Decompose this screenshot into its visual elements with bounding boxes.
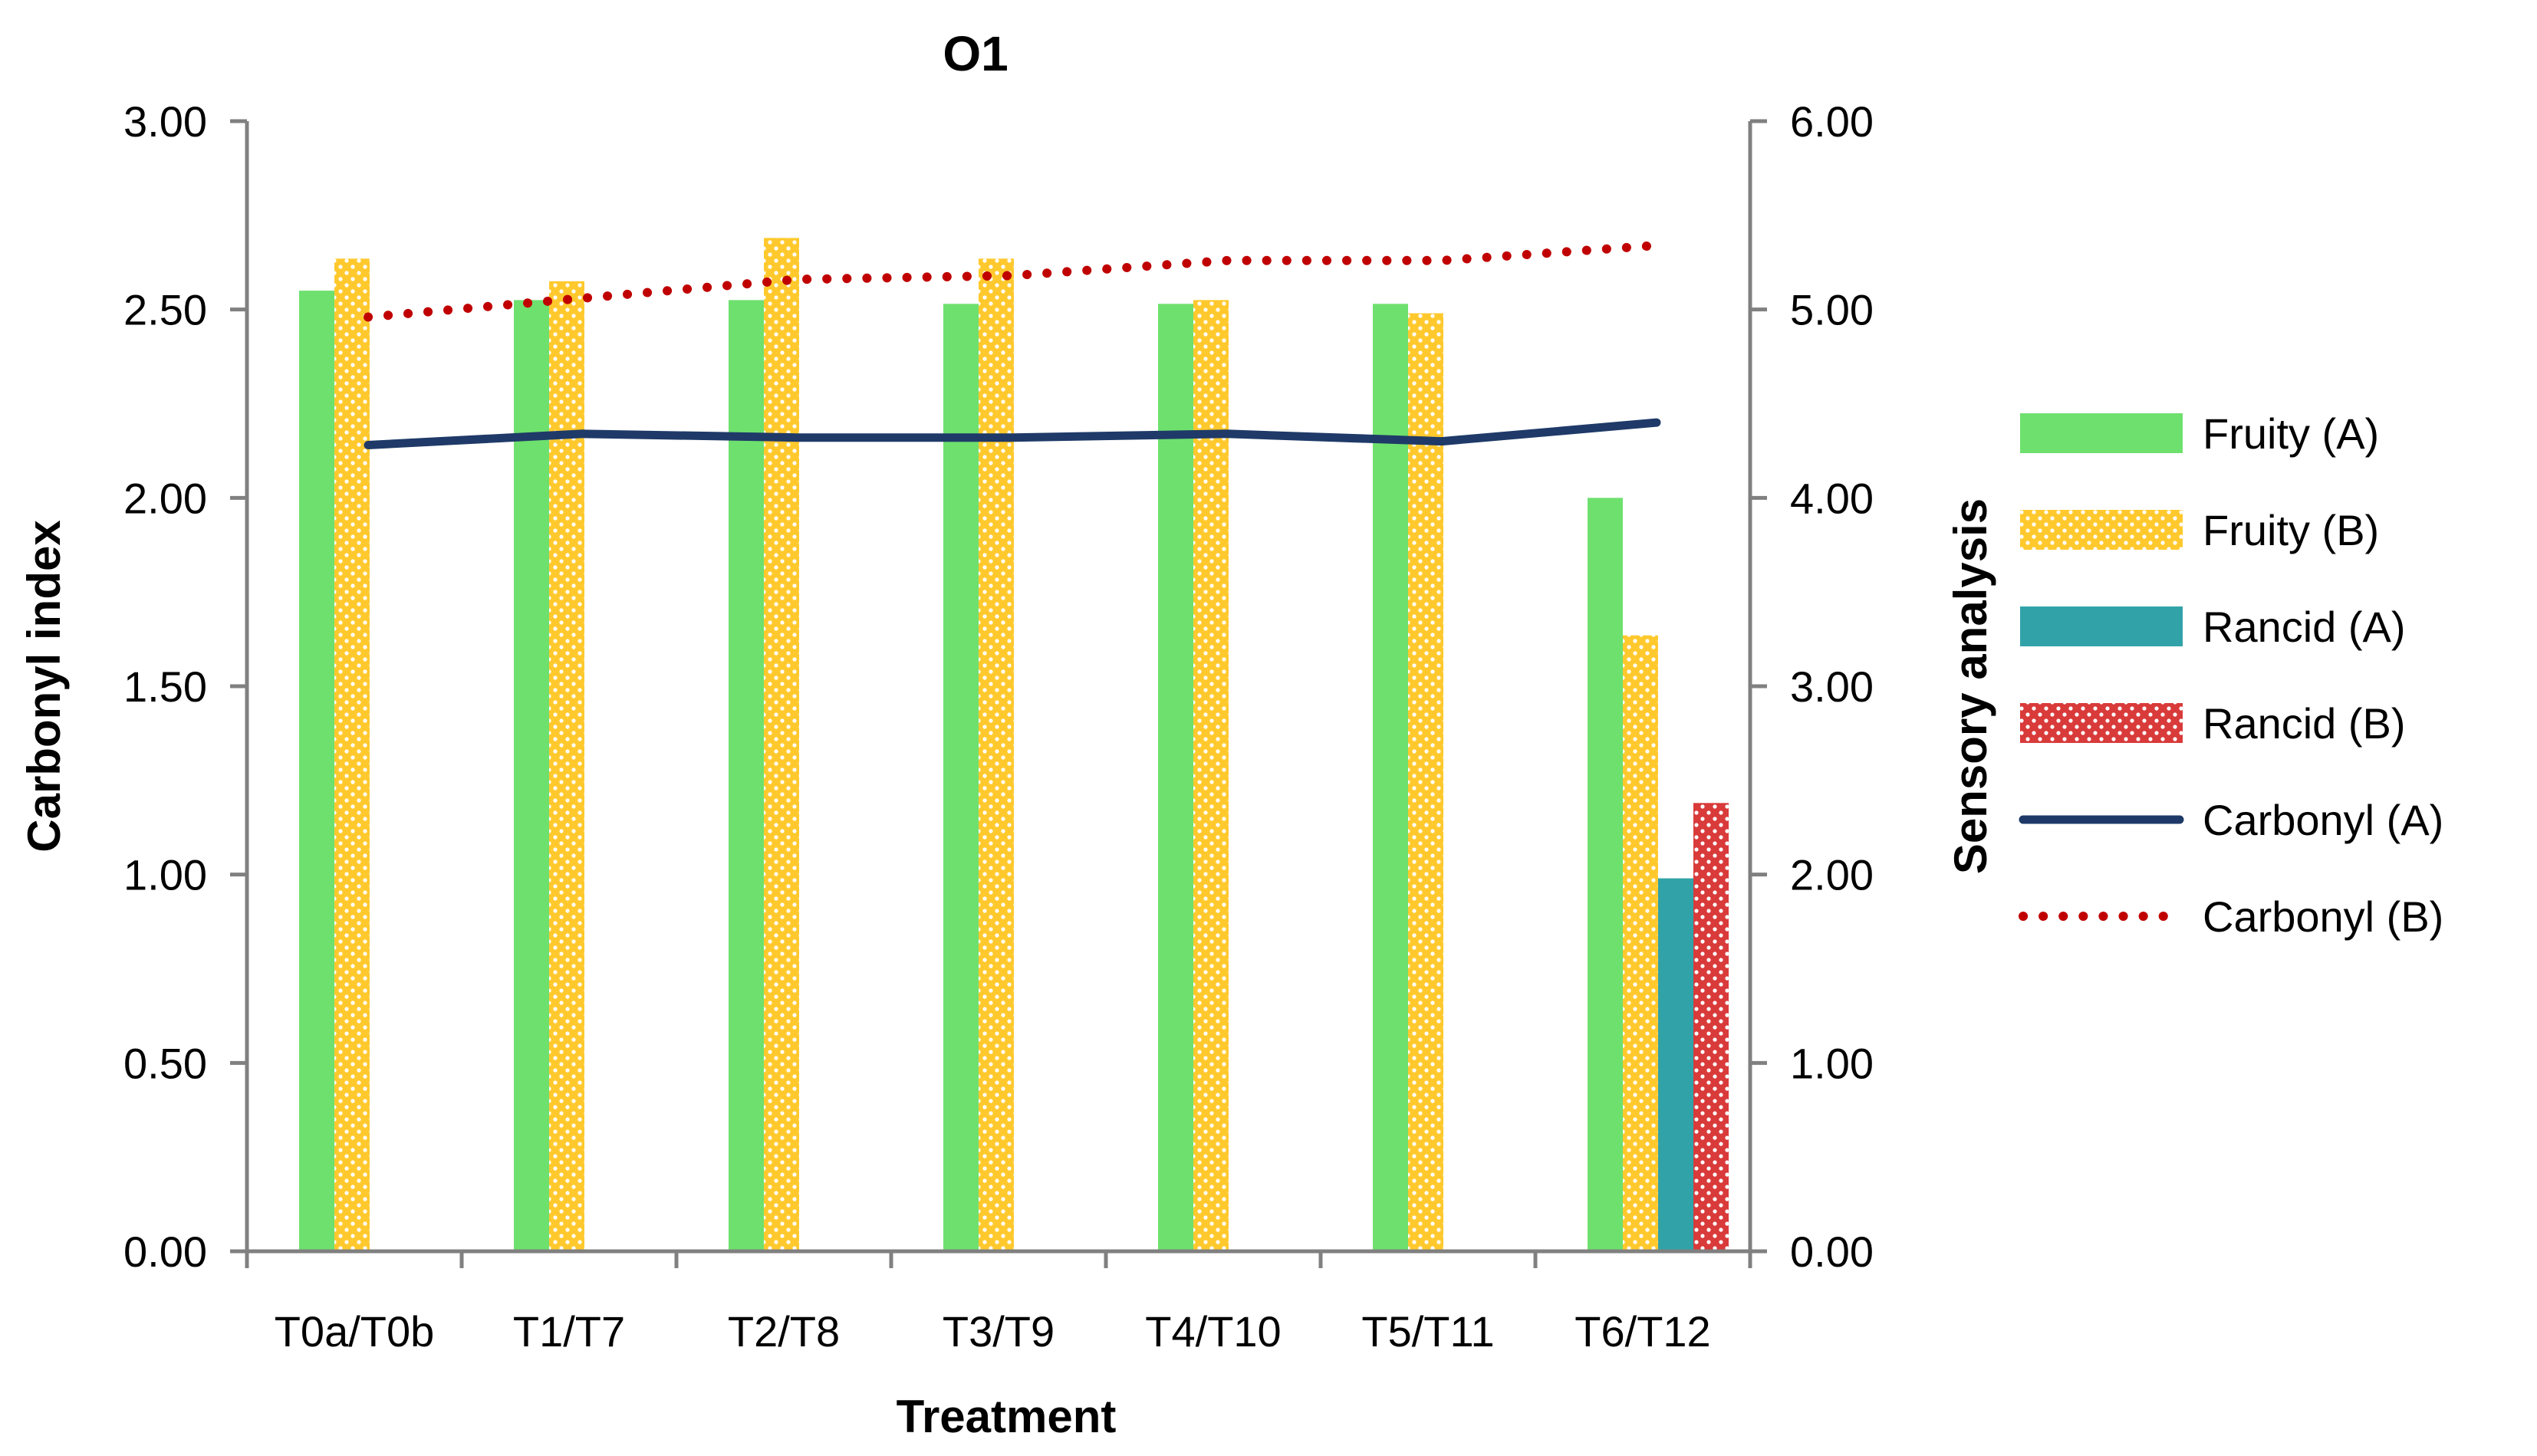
legend-swatch (2020, 606, 2183, 646)
legend-label: Carbonyl (B) (2203, 892, 2443, 941)
chart-title: O1 (943, 26, 1008, 81)
legend-label: Rancid (B) (2203, 699, 2406, 748)
x-tick-label-t3-t9: T3/T9 (943, 1307, 1055, 1356)
right-tick-label: 0.00 (1790, 1228, 1874, 1276)
right-tick-label: 3.00 (1790, 662, 1874, 711)
legend-item-carbonyl-b: Carbonyl (B) (2019, 892, 2443, 941)
legend-item-fruity-b: Fruity (B) (2020, 506, 2379, 554)
right-tick-label: 5.00 (1790, 286, 1874, 334)
x-tick-label-t1-t7: T1/T7 (513, 1307, 625, 1356)
bar-fruity-a-t1-t7 (514, 300, 549, 1252)
legend: Fruity (A) Fruity (B) Rancid (A) Rancid (B)… (2019, 409, 2443, 941)
right-tick-label: 1.00 (1790, 1039, 1874, 1087)
x-tick-label-t2-t8: T2/T8 (728, 1307, 840, 1356)
bar-fruity-b-t4-t10 (1193, 300, 1229, 1252)
legend-item-rancid-b: Rancid (B) (2020, 699, 2406, 748)
legend-swatch (2020, 510, 2183, 550)
bar-fruity-b-t5-t11 (1408, 313, 1443, 1252)
legend-swatch (2020, 703, 2183, 743)
bar-fruity-a-t0a-t0b (299, 291, 334, 1252)
legend-item-carbonyl-a: Carbonyl (A) (2019, 796, 2443, 844)
left-tick-label: 0.50 (123, 1039, 207, 1087)
right-tick-label: 2.00 (1790, 851, 1874, 899)
left-tick-label: 3.00 (123, 97, 207, 146)
legend-label: Carbonyl (A) (2203, 796, 2443, 844)
bar-fruity-b-t6-t12 (1623, 635, 1658, 1251)
legend-label: Fruity (A) (2203, 409, 2379, 458)
left-axis-title: Carbonyl index (18, 520, 70, 852)
bar-fruity-b-t3-t9 (979, 258, 1014, 1251)
bar-fruity-a-t2-t8 (729, 300, 764, 1252)
left-tick-label: 1.00 (123, 851, 207, 899)
x-tick-label-t4-t10: T4/T10 (1145, 1307, 1281, 1356)
bar-fruity-b-t1-t7 (549, 281, 584, 1252)
left-tick-label: 0.00 (123, 1228, 207, 1276)
bar-fruity-b-t2-t8 (764, 238, 799, 1251)
bar-fruity-a-t3-t9 (943, 304, 979, 1252)
bar-fruity-a-t4-t10 (1158, 304, 1193, 1252)
bar-rancid-b-t6-t12 (1693, 803, 1729, 1251)
bar-rancid-a-t6-t12 (1658, 878, 1693, 1251)
legend-label: Fruity (B) (2203, 506, 2379, 554)
legend-label: Rancid (A) (2203, 603, 2406, 651)
lines-layer (364, 241, 1661, 449)
right-tick-label: 6.00 (1790, 97, 1874, 146)
legend-item-fruity-a: Fruity (A) (2020, 409, 2379, 458)
bars-layer (299, 238, 1729, 1252)
ticks-layer (230, 119, 1767, 1268)
bar-fruity-a-t6-t12 (1588, 498, 1623, 1251)
legend-swatch (2020, 413, 2183, 453)
tick-labels-layer: 0.00 0.50 1.00 1.50 2.00 2.50 3.00 0.00 1.00 2.00… (123, 97, 1874, 1356)
bar-fruity-b-t0a-t0b (334, 258, 370, 1251)
right-axis-title: Sensory analysis (1945, 498, 1996, 874)
left-tick-label: 2.00 (123, 474, 207, 522)
x-tick-label-t6-t12: T6/T12 (1575, 1307, 1710, 1356)
line-carbonyl-a (364, 418, 1661, 449)
left-tick-label: 1.50 (123, 662, 207, 711)
left-tick-label: 2.50 (123, 286, 207, 334)
x-tick-label-t0a-t0b: T0a/T0b (275, 1307, 435, 1356)
bar-fruity-a-t5-t11 (1373, 304, 1408, 1252)
x-tick-label-t5-t11: T5/T11 (1361, 1307, 1494, 1356)
legend-item-rancid-a: Rancid (A) (2020, 603, 2406, 651)
x-axis-title: Treatment (897, 1391, 1117, 1442)
right-tick-label: 4.00 (1790, 474, 1874, 522)
